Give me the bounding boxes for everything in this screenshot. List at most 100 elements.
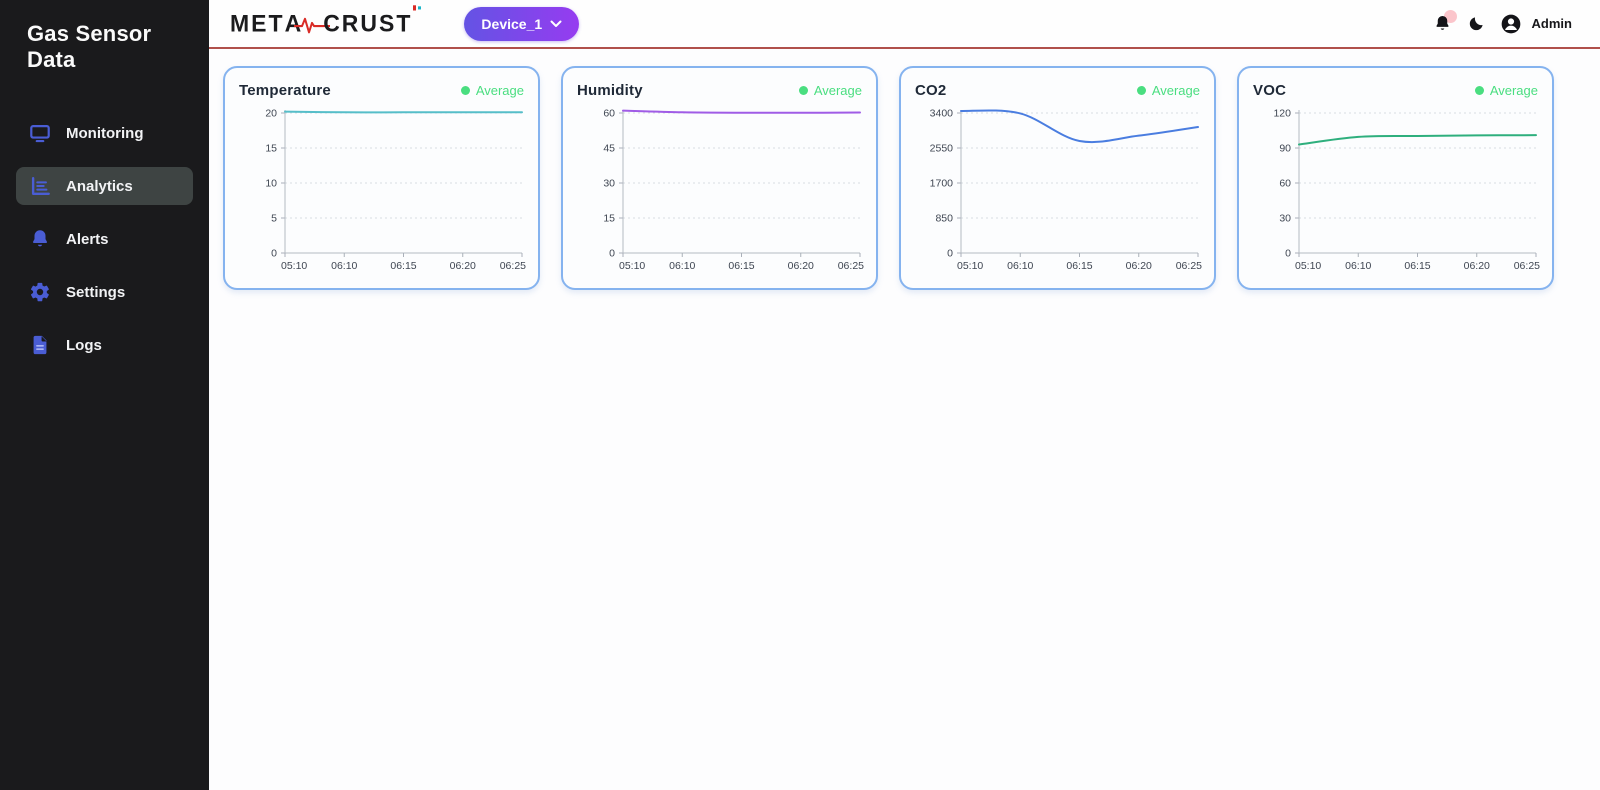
legend-average: Average (1474, 82, 1538, 98)
svg-text:06:15: 06:15 (728, 260, 754, 272)
svg-text:2550: 2550 (930, 143, 954, 155)
svg-text:06:15: 06:15 (1066, 260, 1092, 272)
svg-text:05:10: 05:10 (957, 260, 983, 272)
svg-text:90: 90 (1279, 143, 1291, 155)
svg-text:06:25: 06:25 (500, 260, 526, 272)
user-icon (1501, 14, 1520, 33)
chart-title: Temperature (239, 81, 331, 99)
legend-average: Average (1136, 82, 1200, 98)
svg-text:06:10: 06:10 (669, 260, 695, 272)
chart-title: Humidity (577, 81, 643, 99)
svg-text:06:20: 06:20 (450, 260, 476, 272)
device-selector-label: Device_1 (481, 15, 543, 32)
temperature-line-chart: 0 5 10 15 20 05:10 06:10 06:15 06:20 06:25 (265, 108, 526, 273)
svg-text:850: 850 (935, 213, 953, 225)
legend-average: Average (798, 82, 862, 98)
svg-text:06:20: 06:20 (1126, 260, 1152, 272)
user-avatar[interactable] (1500, 13, 1522, 35)
svg-text:10: 10 (265, 178, 277, 190)
file-icon (29, 334, 51, 356)
logo-accent-teal-icon (418, 6, 422, 10)
chart-card-voc: VOC Average 0 30 60 90 120 05:10 06:10 06:15 06:… (1237, 66, 1554, 290)
svg-text:30: 30 (1279, 213, 1291, 225)
legend-average: Average (460, 82, 524, 98)
logo-text-left: MET (230, 9, 285, 37)
sidebar: Gas Sensor Data Monitoring Analytics Ale… (0, 0, 209, 790)
svg-text:06:10: 06:10 (1007, 260, 1033, 272)
user-name: Admin (1531, 16, 1572, 31)
legend-label: Average (813, 82, 862, 98)
sidebar-item-alerts[interactable]: Alerts (16, 220, 193, 258)
svg-text:06:25: 06:25 (1176, 260, 1202, 272)
header: MET A CRUST Device_1 Admin (209, 0, 1600, 49)
svg-text:06:10: 06:10 (331, 260, 357, 272)
sidebar-item-label: Analytics (66, 177, 133, 195)
sidebar-item-analytics[interactable]: Analytics (16, 167, 193, 205)
chart-title: VOC (1253, 81, 1287, 99)
sidebar-item-logs[interactable]: Logs (16, 326, 193, 364)
header-actions: Admin (1433, 10, 1572, 35)
app-title: Gas Sensor Data (27, 21, 152, 72)
legend-dot-icon (460, 85, 470, 95)
bar-chart-icon (29, 175, 51, 197)
sidebar-item-label: Alerts (66, 230, 109, 248)
legend-label: Average (1151, 82, 1200, 98)
svg-text:06:25: 06:25 (838, 260, 864, 272)
notifications-button[interactable] (1433, 10, 1457, 33)
chart-title: CO2 (915, 81, 947, 99)
pulse-icon (294, 17, 331, 33)
logo-accent-red-icon (413, 5, 417, 11)
legend-label: Average (1489, 82, 1538, 98)
moon-icon (1469, 16, 1483, 30)
dark-mode-toggle[interactable] (1467, 15, 1485, 33)
sidebar-item-monitoring[interactable]: Monitoring (16, 114, 193, 152)
co2-line-chart: 0 850 1700 2550 3400 05:10 06:10 06:15 06:20 06:2… (930, 108, 1203, 273)
legend-dot-icon (1474, 85, 1484, 95)
humidity-line-chart: 0 15 30 45 60 05:10 06:10 06:15 06:20 06:25 (603, 108, 864, 273)
svg-text:06:15: 06:15 (1404, 260, 1430, 272)
gear-icon (29, 281, 51, 303)
svg-text:3400: 3400 (930, 108, 954, 120)
svg-text:06:20: 06:20 (788, 260, 814, 272)
chart-card-humidity: Humidity Average 0 15 30 45 60 05:10 06:10 06:1… (561, 66, 878, 290)
svg-text:60: 60 (1279, 178, 1291, 190)
sidebar-nav: Monitoring Analytics Alerts Settings (0, 91, 209, 364)
content-column: MET A CRUST Device_1 Admin (209, 0, 1600, 790)
notification-badge (1443, 10, 1457, 23)
svg-text:120: 120 (1273, 108, 1291, 120)
monitor-icon (29, 122, 51, 144)
metacrust-logo: MET A CRUST (230, 5, 422, 37)
svg-text:45: 45 (603, 143, 615, 155)
bell-icon (1436, 15, 1449, 30)
svg-text:05:10: 05:10 (619, 260, 645, 272)
dashboard: Temperature Average 0 5 10 15 20 05:10 06:10 06… (209, 49, 1600, 790)
sidebar-item-label: Monitoring (66, 124, 144, 142)
logo-letter-a: A (284, 9, 304, 37)
sidebar-item-label: Settings (66, 283, 126, 301)
svg-text:15: 15 (603, 213, 615, 225)
svg-text:06:10: 06:10 (1345, 260, 1371, 272)
svg-text:60: 60 (603, 108, 615, 120)
sidebar-item-settings[interactable]: Settings (16, 273, 193, 311)
logo-text-right: CRUST (323, 9, 413, 37)
svg-text:06:15: 06:15 (390, 260, 416, 272)
sidebar-item-label: Logs (66, 336, 102, 354)
chevron-down-icon (550, 20, 562, 27)
chart-card-temperature: Temperature Average 0 5 10 15 20 05:10 06:10 06… (223, 66, 540, 290)
svg-text:20: 20 (265, 108, 277, 120)
chart-card-co2: CO2 Average 0 850 1700 2550 3400 05:10 06:10 06… (899, 66, 1216, 290)
legend-label: Average (475, 82, 524, 98)
legend-dot-icon (798, 85, 808, 95)
svg-text:05:10: 05:10 (1295, 260, 1321, 272)
svg-text:0: 0 (609, 248, 615, 260)
svg-text:1700: 1700 (930, 178, 954, 190)
svg-text:06:20: 06:20 (1464, 260, 1490, 272)
device-selector-button[interactable]: Device_1 (464, 6, 580, 41)
svg-text:06:25: 06:25 (1514, 260, 1540, 272)
bell-icon (29, 228, 51, 250)
svg-text:15: 15 (265, 143, 277, 155)
svg-text:05:10: 05:10 (281, 260, 307, 272)
voc-line-chart: 0 30 60 90 120 05:10 06:10 06:15 06:20 06:25 (1273, 108, 1540, 273)
svg-text:0: 0 (1285, 248, 1291, 260)
